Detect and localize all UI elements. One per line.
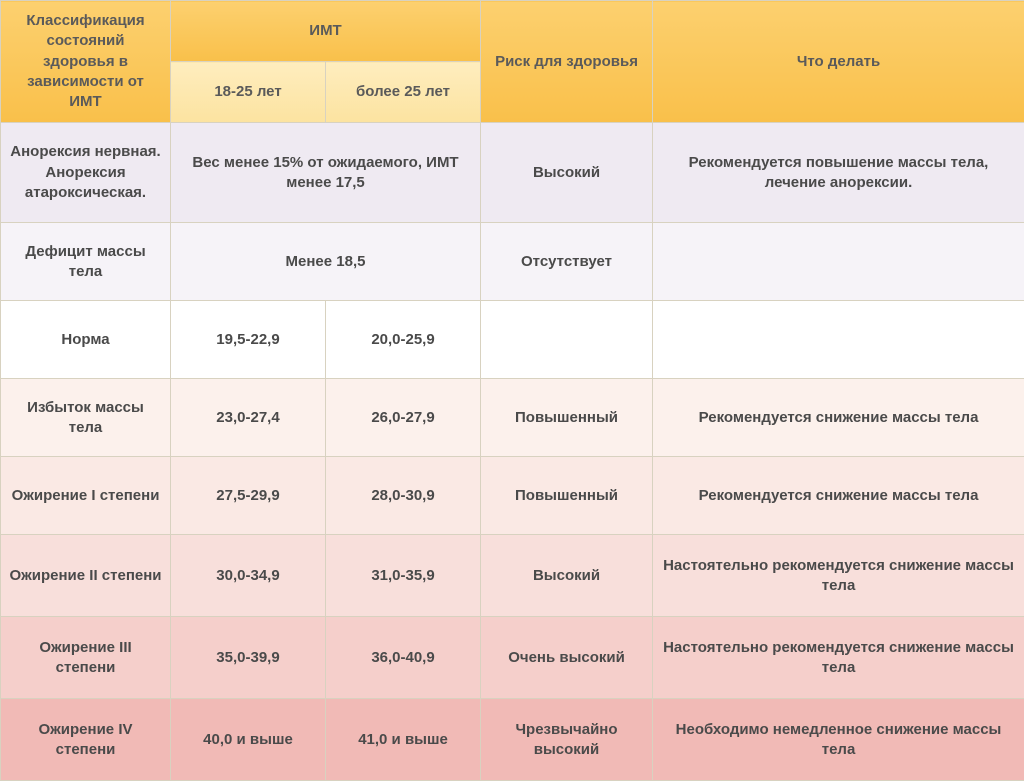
header-action: Что делать (653, 1, 1024, 123)
cell-action: Рекомендуется повышение массы тела, лече… (653, 123, 1024, 223)
cell-risk: Повышенный (481, 379, 653, 457)
cell-risk: Высокий (481, 535, 653, 617)
cell-action (653, 301, 1024, 379)
cell-action: Рекомендуется снижение массы тела (653, 379, 1024, 457)
cell-bmi-25plus: 36,0-40,9 (326, 617, 481, 699)
cell-bmi-18-25: 30,0-34,9 (171, 535, 326, 617)
cell-bmi-merged: Менее 18,5 (171, 223, 481, 301)
cell-bmi-25plus: 26,0-27,9 (326, 379, 481, 457)
cell-classification: Дефицит массы тела (1, 223, 171, 301)
table-header: Классификация состояний здоровья в завис… (1, 1, 1024, 123)
cell-action: Необходимо немедленное снижение массы те… (653, 699, 1024, 781)
cell-risk: Очень высокий (481, 617, 653, 699)
cell-action: Рекомендуется снижение массы тела (653, 457, 1024, 535)
cell-classification: Норма (1, 301, 171, 379)
cell-bmi-18-25: 23,0-27,4 (171, 379, 326, 457)
cell-classification: Анорексия нервная. Анорексия атароксичес… (1, 123, 171, 223)
table-row: Анорексия нервная. Анорексия атароксичес… (1, 123, 1024, 223)
header-risk: Риск для здоровья (481, 1, 653, 123)
header-age1: 18-25 лет (171, 62, 326, 123)
cell-classification: Ожирение III степени (1, 617, 171, 699)
table-row: Норма19,5-22,920,0-25,9 (1, 301, 1024, 379)
cell-risk: Повышенный (481, 457, 653, 535)
cell-risk: Отсутствует (481, 223, 653, 301)
cell-bmi-18-25: 19,5-22,9 (171, 301, 326, 379)
cell-action: Настоятельно рекомендуется снижение масс… (653, 535, 1024, 617)
cell-action: Настоятельно рекомендуется снижение масс… (653, 617, 1024, 699)
cell-classification: Ожирение II степени (1, 535, 171, 617)
cell-bmi-18-25: 35,0-39,9 (171, 617, 326, 699)
bmi-table: Классификация состояний здоровья в завис… (0, 0, 1024, 781)
cell-risk (481, 301, 653, 379)
table-row: Избыток массы тела23,0-27,426,0-27,9Повы… (1, 379, 1024, 457)
cell-bmi-18-25: 40,0 и выше (171, 699, 326, 781)
cell-risk: Чрезвычайно высокий (481, 699, 653, 781)
cell-bmi-merged: Вес менее 15% от ожидаемого, ИМТ менее 1… (171, 123, 481, 223)
cell-classification: Избыток массы тела (1, 379, 171, 457)
table-row: Ожирение II степени30,0-34,931,0-35,9Выс… (1, 535, 1024, 617)
header-bmi: ИМТ (171, 1, 481, 62)
cell-bmi-25plus: 20,0-25,9 (326, 301, 481, 379)
table-row: Ожирение I степени27,5-29,928,0-30,9Повы… (1, 457, 1024, 535)
cell-classification: Ожирение IV степени (1, 699, 171, 781)
cell-risk: Высокий (481, 123, 653, 223)
table-row: Дефицит массы телаМенее 18,5Отсутствует (1, 223, 1024, 301)
cell-classification: Ожирение I степени (1, 457, 171, 535)
table-row: Ожирение III степени35,0-39,936,0-40,9Оч… (1, 617, 1024, 699)
cell-bmi-25plus: 41,0 и выше (326, 699, 481, 781)
cell-action (653, 223, 1024, 301)
table-body: Анорексия нервная. Анорексия атароксичес… (1, 123, 1024, 781)
header-age2: более 25 лет (326, 62, 481, 123)
table-row: Ожирение IV степени40,0 и выше41,0 и выш… (1, 699, 1024, 781)
header-classification: Классификация состояний здоровья в завис… (1, 1, 171, 123)
cell-bmi-25plus: 28,0-30,9 (326, 457, 481, 535)
cell-bmi-25plus: 31,0-35,9 (326, 535, 481, 617)
cell-bmi-18-25: 27,5-29,9 (171, 457, 326, 535)
